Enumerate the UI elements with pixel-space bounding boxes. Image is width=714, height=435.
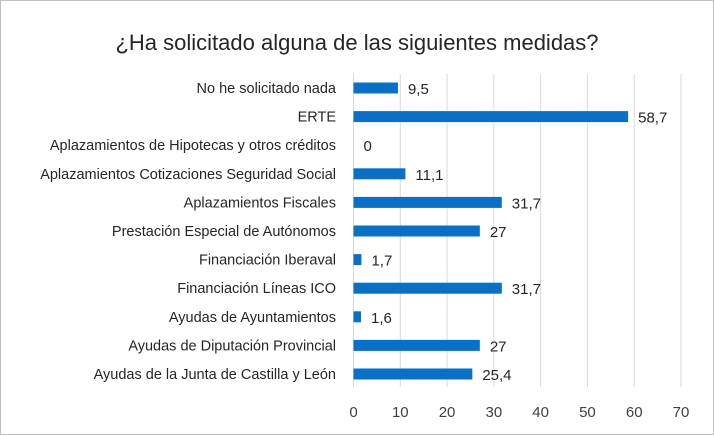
bar <box>353 82 398 94</box>
data-label: 1,6 <box>371 310 392 327</box>
bar <box>353 225 480 237</box>
data-label: 25,4 <box>482 367 511 384</box>
x-tick-label: 40 <box>532 404 549 421</box>
data-label: 11,1 <box>415 167 443 184</box>
data-label: 27 <box>490 224 507 241</box>
category-label: Aplazamientos de Hipotecas y otros crédi… <box>50 138 336 154</box>
bar <box>353 254 362 266</box>
bar <box>353 311 361 323</box>
data-label: 1,7 <box>371 253 392 270</box>
category-label: ERTE <box>298 110 337 126</box>
x-tick-label: 0 <box>349 404 357 421</box>
category-label: Aplazamientos Fiscales <box>184 195 336 211</box>
x-tick-label: 10 <box>392 404 409 421</box>
category-label: Prestación Especial de Autónomos <box>112 224 336 240</box>
data-label: 0 <box>364 138 372 155</box>
x-tick-label: 60 <box>626 404 643 421</box>
bar <box>353 282 502 294</box>
bar <box>353 168 406 180</box>
category-label: No he solicitado nada <box>197 81 337 97</box>
category-label: Financiación Líneas ICO <box>177 281 336 297</box>
x-tick-label: 50 <box>579 404 596 421</box>
x-tick-label: 30 <box>486 404 503 421</box>
data-label: 31,7 <box>512 195 541 212</box>
x-tick-label: 70 <box>673 404 690 421</box>
chart-title: ¿Ha solicitado alguna de las siguientes … <box>115 30 598 55</box>
bar <box>353 196 502 208</box>
data-label: 31,7 <box>512 281 541 298</box>
category-label: Ayudas de la Junta de Castilla y León <box>94 367 336 383</box>
bar <box>353 368 473 380</box>
x-tick-label: 20 <box>439 404 456 421</box>
category-label: Ayudas de Ayuntamientos <box>169 310 336 326</box>
category-label: Aplazamientos Cotizaciones Seguridad Soc… <box>40 167 336 183</box>
category-label: Ayudas de Diputación Provincial <box>128 338 336 354</box>
data-label: 9,5 <box>408 81 429 98</box>
data-label: 58,7 <box>638 110 667 127</box>
bar <box>353 111 629 123</box>
data-label: 27 <box>490 338 507 355</box>
category-label: Financiación Iberaval <box>199 253 336 269</box>
bar <box>353 339 480 351</box>
